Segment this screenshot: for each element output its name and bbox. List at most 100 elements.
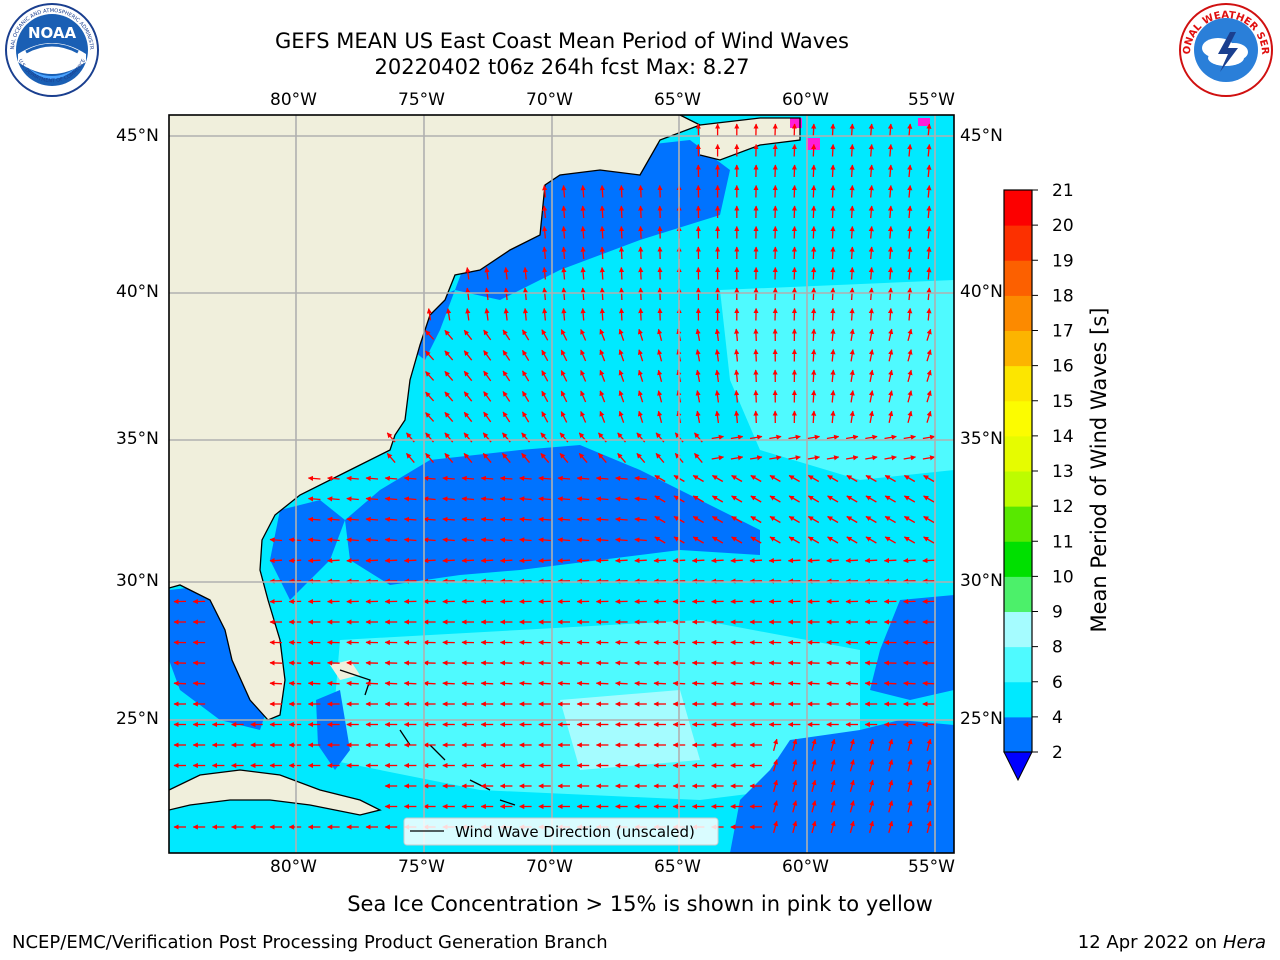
- wave-direction-arrow: [695, 328, 701, 342]
- wave-direction-arrow: [580, 329, 587, 341]
- wave-direction-arrow: [637, 349, 644, 362]
- wave-direction-arrow: [731, 536, 743, 544]
- wave-direction-arrow: [907, 184, 913, 198]
- wave-direction-arrow: [538, 475, 551, 481]
- wave-direction-arrow: [269, 537, 283, 543]
- wave-direction-arrow: [638, 266, 644, 280]
- wave-direction-arrow: [425, 371, 435, 381]
- wave-direction-arrow: [561, 266, 567, 280]
- lat-label-left: 40°N: [116, 282, 159, 302]
- wave-direction-arrow: [907, 390, 913, 403]
- wave-direction-arrow: [542, 205, 548, 219]
- wave-direction-arrow: [811, 143, 817, 157]
- wave-direction-arrow: [615, 537, 628, 543]
- wave-direction-arrow: [849, 800, 855, 813]
- wave-direction-arrow: [576, 537, 590, 543]
- wave-direction-arrow: [307, 557, 321, 564]
- lon-label-top: 60°W: [782, 90, 829, 110]
- legend-label: Wind Wave Direction (unscaled): [455, 823, 695, 841]
- wave-direction-arrow: [634, 557, 647, 564]
- wave-direction-arrow: [807, 680, 820, 687]
- wave-direction-arrow: [849, 390, 855, 403]
- wave-direction-arrow: [692, 495, 704, 503]
- wave-direction-arrow: [580, 370, 587, 382]
- wave-direction-arrow: [903, 536, 916, 544]
- land-bahamas-white: [330, 660, 360, 680]
- wave-direction-arrow: [772, 800, 779, 813]
- colorbar-tick-label: 20: [1052, 216, 1074, 236]
- wave-direction-arrow: [637, 328, 644, 341]
- wave-direction-arrow: [731, 474, 743, 483]
- wave-direction-arrow: [711, 495, 724, 503]
- wave-direction-arrow: [542, 307, 548, 321]
- wave-direction-arrow: [521, 329, 530, 341]
- wave-direction-arrow: [788, 455, 801, 461]
- lon-label-bottom: 75°W: [398, 857, 445, 877]
- wave-direction-arrow: [868, 349, 874, 362]
- wave-direction-arrow: [599, 307, 605, 321]
- wave-direction-arrow: [657, 369, 663, 382]
- wave-direction-arrow: [540, 452, 550, 464]
- wave-direction-arrow: [923, 536, 935, 544]
- wave-direction-arrow: [830, 328, 836, 342]
- wave-direction-arrow: [538, 680, 551, 687]
- wave-direction-arrow: [561, 287, 567, 301]
- wave-direction-arrow: [444, 391, 454, 402]
- wave-direction-arrow: [637, 369, 644, 382]
- wave-direction-arrow: [695, 410, 701, 424]
- wave-direction-arrow: [884, 495, 896, 503]
- wave-direction-arrow: [618, 369, 625, 382]
- wave-direction-arrow: [576, 557, 590, 564]
- wave-direction-arrow: [769, 536, 781, 544]
- wave-direction-arrow: [425, 452, 434, 464]
- wave-direction-arrow: [580, 307, 586, 321]
- wave-direction-arrow: [868, 225, 874, 239]
- wave-direction-arrow: [907, 800, 913, 813]
- wave-direction-arrow: [654, 536, 666, 544]
- wave-direction-arrow: [865, 536, 877, 544]
- colorbar-segment: [1004, 716, 1032, 753]
- wave-direction-arrow: [926, 205, 932, 219]
- wave-direction-arrow: [926, 184, 932, 198]
- wave-direction-arrow: [749, 455, 763, 461]
- wave-direction-arrow: [483, 411, 492, 423]
- wave-direction-arrow: [849, 184, 855, 198]
- wave-direction-arrow: [769, 434, 782, 440]
- colorbar-tick-label: 12: [1052, 497, 1074, 517]
- wave-direction-arrow: [811, 410, 817, 424]
- wave-direction-arrow: [519, 557, 532, 564]
- wave-direction-arrow: [868, 246, 874, 260]
- wave-direction-arrow: [617, 452, 626, 464]
- wave-direction-arrow: [888, 349, 894, 362]
- wave-direction-arrow: [887, 246, 894, 260]
- wave-direction-arrow: [502, 350, 511, 361]
- map-frame: [168, 114, 955, 854]
- wave-direction-arrow: [926, 390, 932, 403]
- colorbar-tick-label: 19: [1052, 251, 1074, 271]
- wave-direction-arrow: [480, 680, 494, 687]
- wave-direction-arrow: [386, 452, 396, 464]
- wave-direction-arrow: [557, 516, 571, 522]
- wave-direction-arrow: [926, 246, 932, 260]
- wave-direction-arrow: [868, 759, 875, 772]
- wave-direction-arrow: [595, 475, 609, 481]
- wave-direction-arrow: [922, 434, 936, 440]
- colorbar-tick-label: 18: [1052, 286, 1074, 306]
- wave-region-low-bahamas: [316, 690, 350, 770]
- colorbar-tick-label: 4: [1052, 708, 1063, 728]
- wave-direction-arrow: [734, 328, 740, 342]
- wave-direction-arrow: [423, 680, 436, 687]
- wave-direction-arrow: [465, 287, 471, 300]
- lat-label-left: 35°N: [116, 429, 159, 449]
- colorbar-tick-label: 9: [1052, 603, 1063, 623]
- wave-direction-arrow: [749, 557, 763, 564]
- wave-direction-arrow: [365, 680, 379, 687]
- wave-direction-arrow: [903, 455, 917, 461]
- wave-direction-arrow: [827, 515, 839, 524]
- wave-direction-arrow: [884, 536, 896, 544]
- wave-direction-arrow: [788, 434, 801, 440]
- wave-direction-arrow: [580, 246, 586, 260]
- wave-direction-arrow: [618, 307, 625, 321]
- sea-ice-note: Sea Ice Concentration > 15% is shown in …: [347, 892, 933, 916]
- lon-label-bottom: 55°W: [908, 857, 955, 877]
